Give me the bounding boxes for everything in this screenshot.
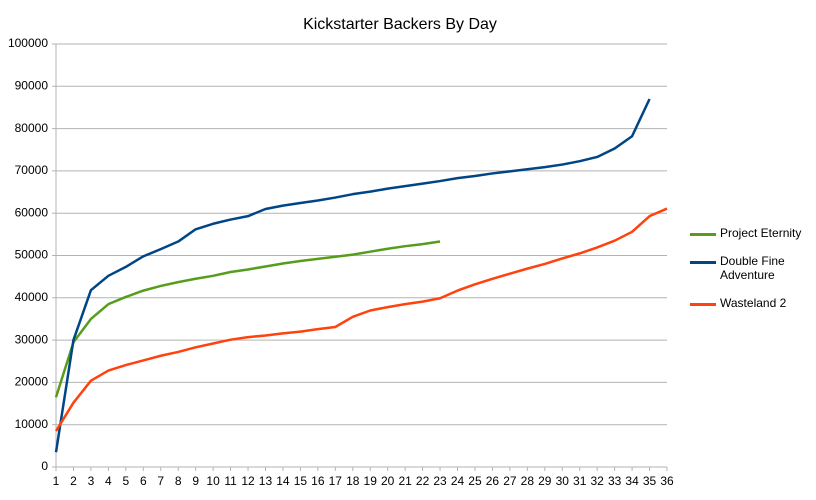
- x-tick-label: 30: [556, 474, 570, 488]
- legend-label: Wasteland 2: [720, 296, 787, 310]
- y-tick-label: 60000: [15, 205, 49, 219]
- x-tick-label: 29: [538, 474, 552, 488]
- x-tick-label: 14: [276, 474, 290, 488]
- legend-item: Double Fine Adventure: [690, 254, 810, 282]
- y-tick-label: 10000: [15, 417, 49, 431]
- y-tick-label: 30000: [15, 332, 49, 346]
- x-tick-label: 22: [416, 474, 430, 488]
- x-tick-label: 16: [311, 474, 325, 488]
- y-tick-label: 100000: [8, 36, 48, 50]
- series-line: [54, 207, 668, 432]
- x-tick-label: 2: [70, 474, 77, 488]
- legend-swatch: [690, 233, 716, 236]
- x-tick-label: 27: [503, 474, 517, 488]
- x-tick-label: 10: [206, 474, 220, 488]
- x-tick-label: 26: [486, 474, 500, 488]
- x-tick-label: 4: [105, 474, 112, 488]
- legend-swatch: [690, 303, 716, 306]
- y-tick-label: 20000: [15, 375, 49, 389]
- x-tick-label: 7: [157, 474, 164, 488]
- x-tick-label: 36: [660, 474, 674, 488]
- legend-label: Double Fine Adventure: [720, 254, 785, 282]
- series-line: [54, 240, 441, 398]
- x-tick-label: 19: [364, 474, 378, 488]
- x-tick-label: 17: [329, 474, 343, 488]
- y-tick-label: 80000: [15, 121, 49, 135]
- y-tick-label: 50000: [15, 248, 49, 262]
- x-tick-label: 12: [241, 474, 255, 488]
- x-tick-label: 24: [451, 474, 465, 488]
- x-tick-label: 13: [259, 474, 273, 488]
- y-tick-label: 40000: [15, 290, 49, 304]
- x-tick-label: 9: [192, 474, 199, 488]
- y-tick-label: 0: [41, 459, 48, 473]
- legend-label: Project Eternity: [720, 226, 802, 240]
- x-tick-label: 11: [224, 474, 237, 488]
- legend-item: Project Eternity: [690, 226, 810, 240]
- x-tick-label: 21: [398, 474, 412, 488]
- y-tick-label: 90000: [15, 78, 49, 92]
- series-line: [54, 98, 651, 453]
- x-tick-label: 31: [573, 474, 587, 488]
- x-tick-label: 20: [381, 474, 395, 488]
- x-tick-label: 5: [122, 474, 129, 488]
- x-tick-label: 15: [294, 474, 308, 488]
- x-tick-label: 35: [643, 474, 657, 488]
- x-tick-label: 25: [468, 474, 482, 488]
- x-tick-label: 3: [88, 474, 95, 488]
- legend-swatch: [690, 261, 716, 264]
- x-tick-label: 23: [433, 474, 447, 488]
- x-tick-label: 18: [346, 474, 360, 488]
- x-tick-label: 28: [521, 474, 535, 488]
- x-tick-label: 32: [590, 474, 604, 488]
- x-tick-label: 1: [53, 474, 60, 488]
- x-tick-label: 6: [140, 474, 147, 488]
- y-tick-label: 70000: [15, 163, 49, 177]
- legend-item: Wasteland 2: [690, 296, 810, 310]
- x-tick-label: 33: [608, 474, 622, 488]
- chart-title: Kickstarter Backers By Day: [303, 16, 497, 33]
- x-tick-label: 8: [175, 474, 182, 488]
- x-tick-label: 34: [625, 474, 639, 488]
